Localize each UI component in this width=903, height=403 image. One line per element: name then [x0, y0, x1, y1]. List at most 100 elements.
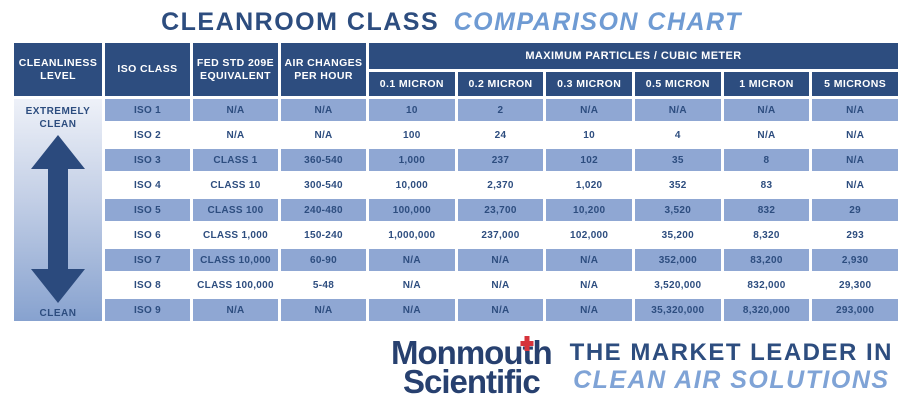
particle-cell-0-5-micron: 35,200	[634, 224, 721, 246]
particle-cell-5-microns: N/A	[812, 174, 898, 196]
iso-class-cell: ISO 6	[105, 224, 190, 246]
fed-std-cell: N/A	[193, 99, 278, 121]
footer: Monmouth Scientific THE MARKET LEADER IN…	[0, 334, 903, 401]
fed-std-cell: CLASS 100	[193, 199, 278, 221]
page-title-accent: COMPARISON CHART	[453, 8, 742, 36]
iso-class-cell: ISO 4	[105, 174, 190, 196]
particle-cell-0-1-micron: 1,000	[369, 149, 455, 171]
particle-cell-1-micron: 8	[723, 149, 810, 171]
particle-cell-0-5-micron: N/A	[634, 99, 721, 121]
particle-cell-0-3-micron: 102,000	[546, 224, 632, 246]
fed-std-cell: CLASS 100,000	[193, 274, 278, 296]
particle-cell-0-3-micron: N/A	[546, 99, 632, 121]
header-fed-std-209e: FED STD 209E EQUIVALENT	[193, 43, 278, 96]
particle-cell-1-micron: 83,200	[723, 249, 810, 271]
particle-cell-1-micron: 832	[723, 199, 810, 221]
particle-cell-0-3-micron: N/A	[546, 299, 632, 321]
cleanroom-comparison-table: CLEANLINESS LEVEL ISO CLASS FED STD 209E…	[14, 43, 898, 321]
header-air-changes: AIR CHANGES PER HOUR	[281, 43, 366, 96]
air-changes-cell: 150-240	[281, 224, 366, 246]
particle-cell-1-micron: N/A	[723, 99, 810, 121]
particle-cell-5-microns: 293	[812, 224, 898, 246]
particle-cell-1-micron: 832,000	[723, 274, 810, 296]
particle-cell-0-1-micron: N/A	[369, 274, 455, 296]
iso-class-cell: ISO 5	[105, 199, 190, 221]
particle-cell-0-3-micron: N/A	[546, 249, 632, 271]
iso-class-cell: ISO 9	[105, 299, 190, 321]
air-changes-cell: 60-90	[281, 249, 366, 271]
air-changes-cell: 240-480	[281, 199, 366, 221]
particle-cell-0-1-micron: 100,000	[369, 199, 455, 221]
particle-cell-0-3-micron: 10	[546, 124, 632, 146]
particle-cell-0-5-micron: 3,520	[634, 199, 721, 221]
particle-cell-0-5-micron: 352,000	[634, 249, 721, 271]
header-5-microns: 5 MICRONS	[812, 72, 898, 96]
particle-cell-0-2-micron: 2	[457, 99, 544, 121]
particle-cell-0-2-micron: N/A	[457, 299, 544, 321]
particle-cell-0-1-micron: 10,000	[369, 174, 455, 196]
tagline-line1: THE MARKET LEADER IN	[569, 338, 893, 366]
air-changes-cell: N/A	[281, 299, 366, 321]
particle-cell-0-2-micron: 237	[457, 149, 544, 171]
particle-cell-0-2-micron: N/A	[457, 274, 544, 296]
header-iso-class: ISO CLASS	[105, 43, 190, 96]
particle-cell-1-micron: 8,320,000	[723, 299, 810, 321]
fed-std-cell: CLASS 10,000	[193, 249, 278, 271]
particle-cell-0-2-micron: 2,370	[457, 174, 544, 196]
air-changes-cell: N/A	[281, 99, 366, 121]
logo-word-monmouth: Monmouth	[391, 334, 553, 371]
particle-cell-0-2-micron: 23,700	[457, 199, 544, 221]
particle-cell-5-microns: 293,000	[812, 299, 898, 321]
logo-word-scientific: Scientific	[402, 363, 541, 401]
particle-cell-5-microns: N/A	[812, 99, 898, 121]
particle-cell-0-5-micron: 3,520,000	[634, 274, 721, 296]
fed-std-cell: N/A	[193, 299, 278, 321]
particle-cell-0-3-micron: 1,020	[546, 174, 632, 196]
fed-std-cell: CLASS 10	[193, 174, 278, 196]
particle-cell-0-2-micron: 24	[457, 124, 544, 146]
particle-cell-1-micron: 8,320	[723, 224, 810, 246]
particle-cell-0-5-micron: 35,320,000	[634, 299, 721, 321]
particle-cell-0-1-micron: N/A	[369, 249, 455, 271]
header-max-particles: MAXIMUM PARTICLES / CUBIC METER	[369, 43, 898, 69]
air-changes-cell: 360-540	[281, 149, 366, 171]
double-arrow-icon	[31, 131, 85, 307]
air-changes-cell: 5-48	[281, 274, 366, 296]
cleanliness-top-label: EXTREMELY CLEAN	[25, 106, 91, 130]
particle-cell-5-microns: 29	[812, 199, 898, 221]
iso-class-cell: ISO 1	[105, 99, 190, 121]
page-title: CLEANROOM CLASS COMPARISON CHART	[0, 0, 903, 37]
cleanliness-bottom-label: CLEAN	[39, 308, 77, 319]
particle-cell-0-5-micron: 352	[634, 174, 721, 196]
logo-red-cross-icon: t	[522, 334, 533, 371]
iso-class-cell: ISO 2	[105, 124, 190, 146]
particle-cell-1-micron: N/A	[723, 124, 810, 146]
iso-class-cell: ISO 3	[105, 149, 190, 171]
header-0-5-micron: 0.5 MICRON	[634, 72, 721, 96]
cleanliness-scale: EXTREMELY CLEAN CLEAN	[14, 99, 102, 321]
particle-cell-5-microns: N/A	[812, 124, 898, 146]
particle-cell-0-1-micron: 1,000,000	[369, 224, 455, 246]
particle-cell-0-5-micron: 4	[634, 124, 721, 146]
particle-cell-0-1-micron: 100	[369, 124, 455, 146]
air-changes-cell: 300-540	[281, 174, 366, 196]
header-0-1-micron: 0.1 MICRON	[369, 72, 455, 96]
header-0-2-micron: 0.2 MICRON	[457, 72, 544, 96]
particle-cell-0-2-micron: 237,000	[457, 224, 544, 246]
fed-std-cell: N/A	[193, 124, 278, 146]
tagline-line2: CLEAN AIR SOLUTIONS	[573, 366, 890, 395]
header-0-3-micron: 0.3 MICRON	[546, 72, 632, 96]
particle-cell-0-1-micron: 10	[369, 99, 455, 121]
iso-class-cell: ISO 7	[105, 249, 190, 271]
fed-std-cell: CLASS 1	[193, 149, 278, 171]
particle-cell-5-microns: N/A	[812, 149, 898, 171]
monmouth-scientific-logo: Monmouth Scientific	[391, 334, 553, 401]
fed-std-cell: CLASS 1,000	[193, 224, 278, 246]
particle-cell-0-2-micron: N/A	[457, 249, 544, 271]
particle-cell-5-microns: 2,930	[812, 249, 898, 271]
particle-cell-1-micron: 83	[723, 174, 810, 196]
iso-class-cell: ISO 8	[105, 274, 190, 296]
header-cleanliness-level: CLEANLINESS LEVEL	[14, 43, 102, 96]
particle-cell-0-5-micron: 35	[634, 149, 721, 171]
